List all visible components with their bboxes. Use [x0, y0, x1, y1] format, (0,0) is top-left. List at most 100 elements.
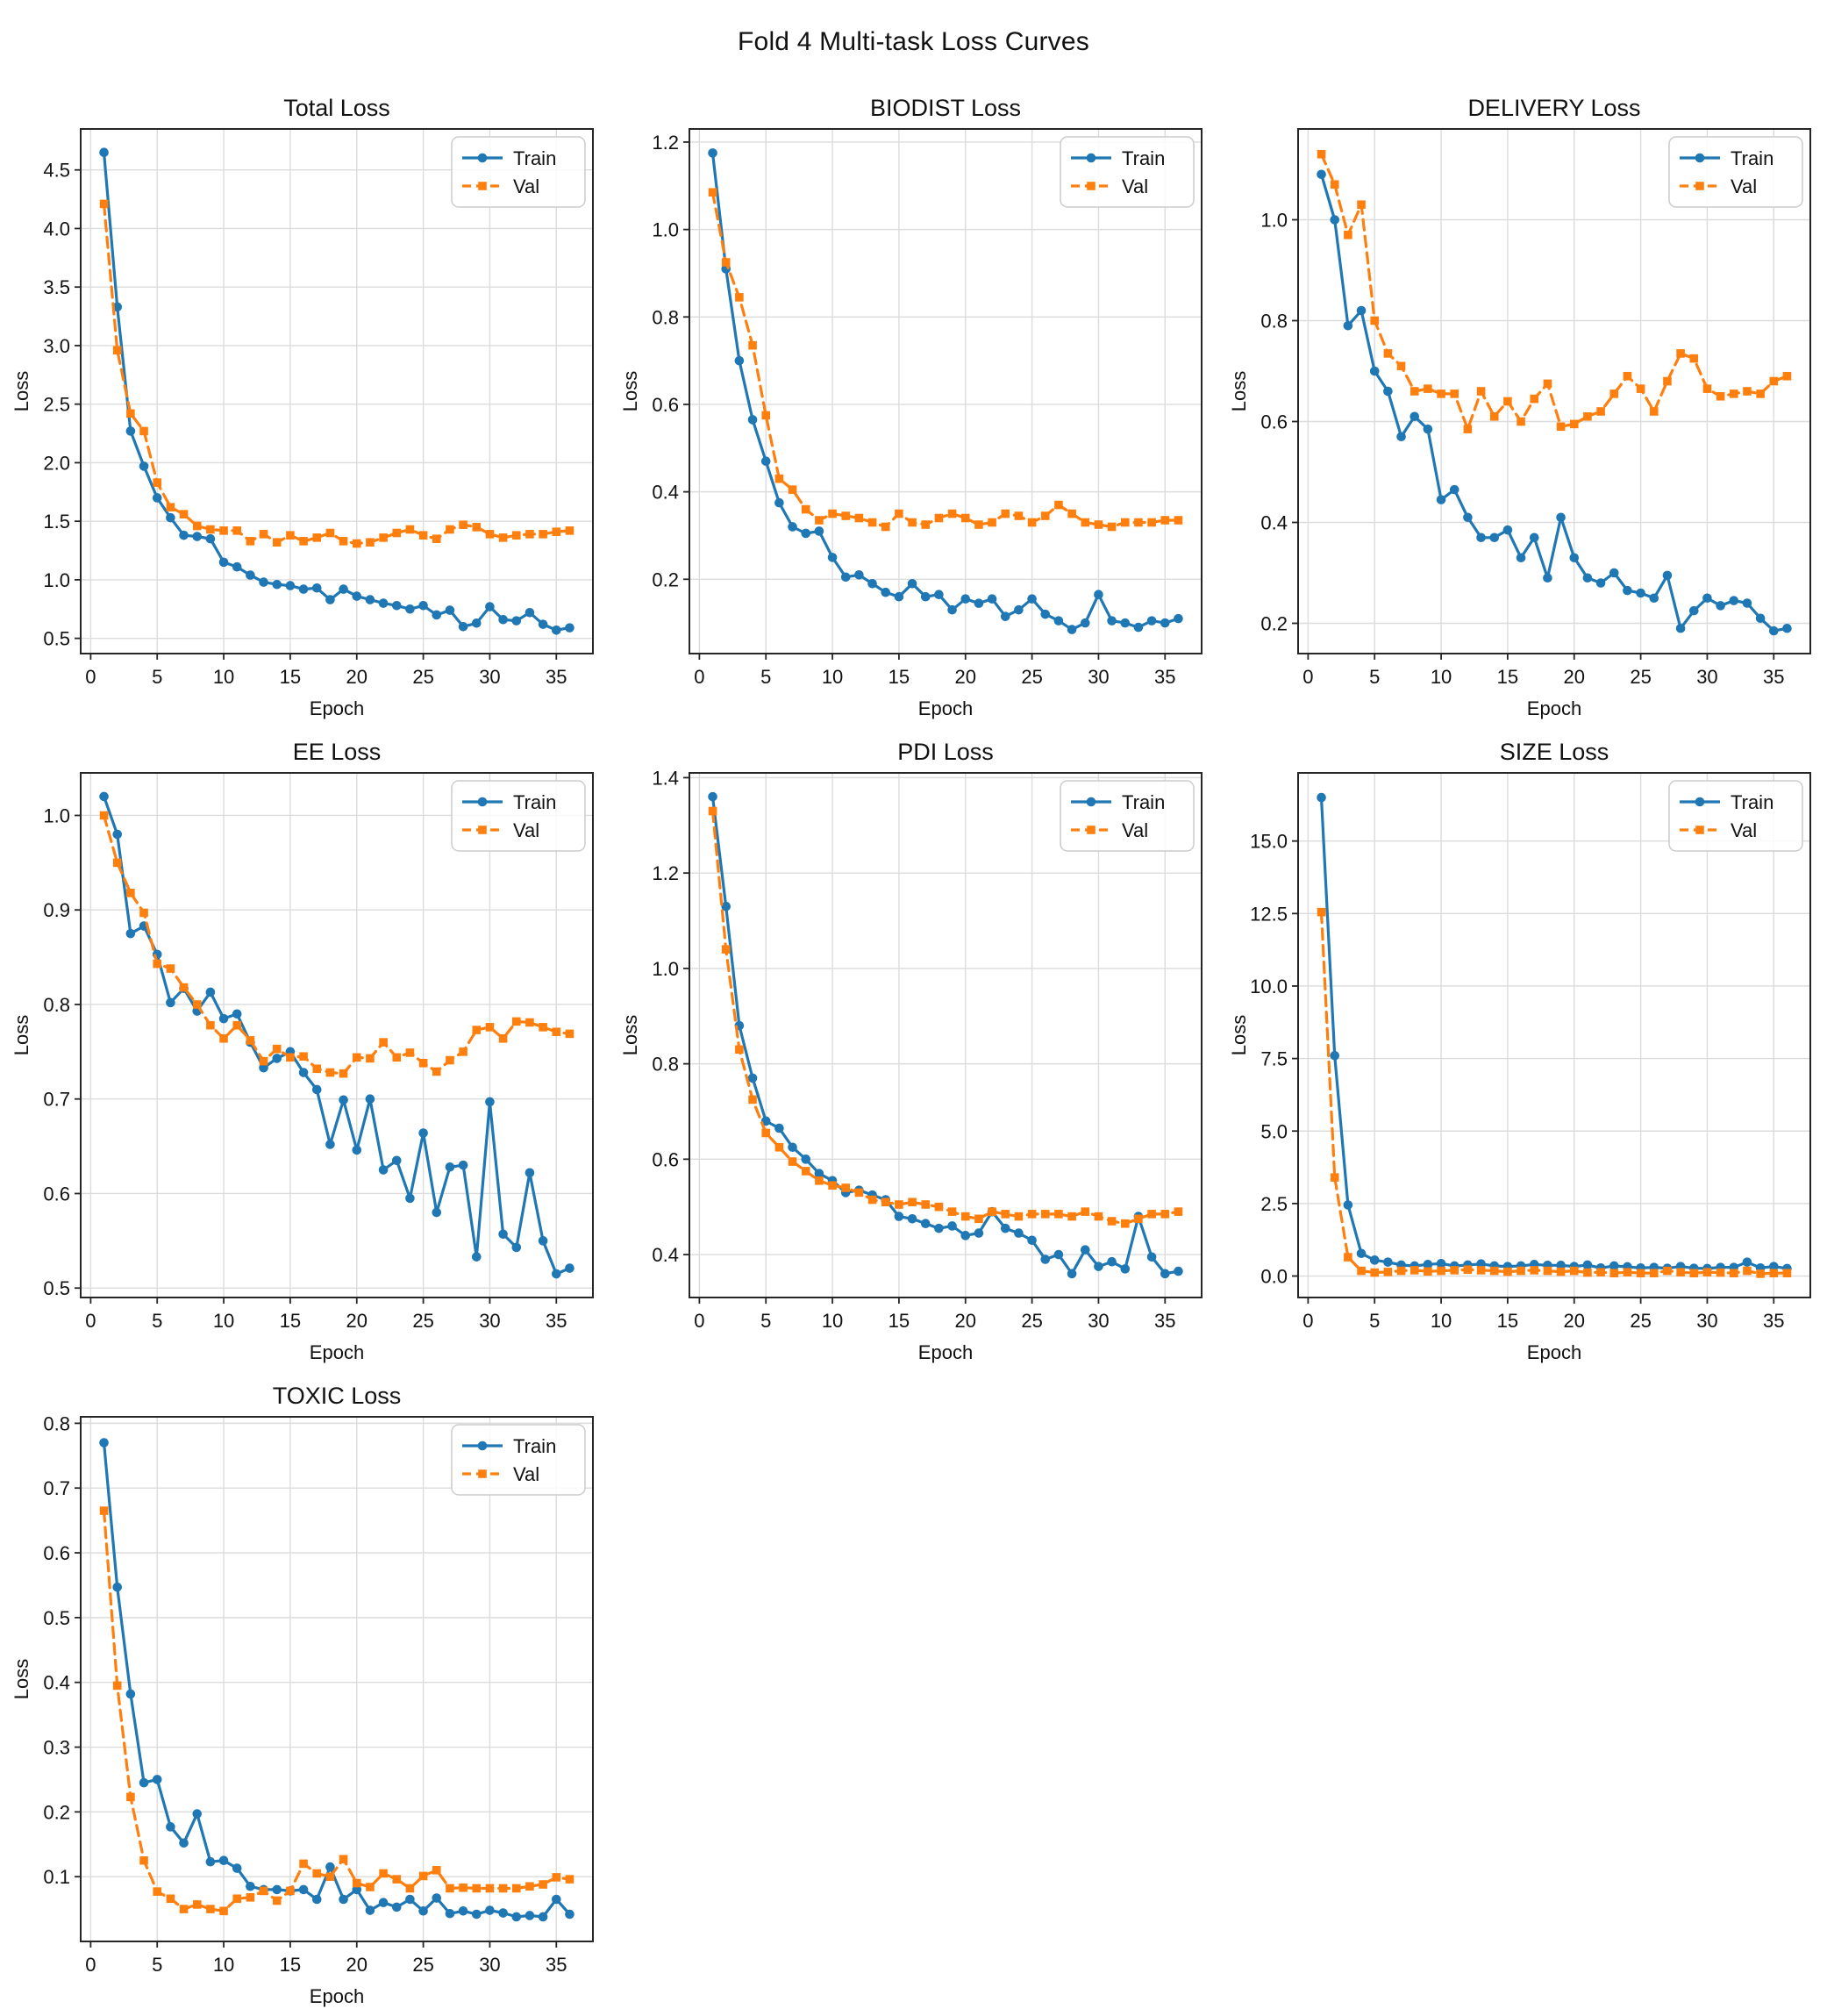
y-tick-label: 0.6: [652, 1148, 679, 1170]
y-tick-label: 0.0: [1260, 1266, 1288, 1288]
y-tick-label: 1.0: [1260, 210, 1288, 232]
y-tick-label: 0.8: [43, 1412, 70, 1434]
y-axis-ticks: 0.5 0.6 0.7 0.8 0.9 1.0: [43, 804, 81, 1299]
y-tick-label: 1.0: [43, 804, 70, 826]
legend-train-marker: [477, 153, 488, 163]
y-tick-label: 0.4: [43, 1672, 70, 1694]
chart-title: SIZE Loss: [1500, 739, 1609, 765]
y-axis-label: Loss: [11, 1659, 32, 1699]
subplot-toxic-loss: 0 5 10 15 20 25 30 35 0.1 0.2 0.3 0.4 0.5 0.6 0.7 0.8 Ep…: [0, 1371, 609, 2015]
y-axis-label: Loss: [619, 1015, 641, 1055]
x-tick-label: 35: [546, 1954, 567, 1976]
grid-lines: [689, 773, 1202, 1298]
x-tick-label: 10: [213, 666, 234, 688]
y-tick-label: 3.0: [43, 335, 70, 357]
legend-val-label: Val: [1122, 175, 1148, 197]
y-tick-label: 12.5: [1250, 903, 1288, 925]
x-tick-label: 35: [1763, 666, 1784, 688]
series-val: [1317, 907, 1792, 1278]
val-markers: [708, 806, 1183, 1228]
x-tick-label: 20: [346, 1310, 368, 1332]
x-tick-label: 0: [85, 1310, 96, 1332]
y-axis-ticks: 0.5 1.0 1.5 2.0 2.5 3.0 3.5 4.0 4.5: [43, 160, 81, 650]
x-axis-ticks: 0 5 10 15 20 25 30 35: [85, 654, 567, 688]
y-tick-label: 1.5: [43, 511, 70, 533]
y-axis-ticks: 0.0 2.5 5.0 7.5 10.0 12.5 15.0: [1250, 831, 1298, 1288]
axes-spines: [1297, 772, 1811, 1298]
x-tick-label: 15: [280, 1310, 301, 1332]
x-tick-label: 25: [1630, 666, 1651, 688]
legend: Train Val: [451, 780, 586, 852]
x-tick-label: 30: [1088, 666, 1109, 688]
legend-train-label: Train: [1731, 791, 1773, 813]
x-tick-label: 30: [479, 1954, 500, 1976]
axes-spines: [80, 128, 594, 654]
x-axis-label: Epoch: [918, 697, 973, 719]
x-tick-label: 5: [152, 666, 162, 688]
y-tick-label: 0.6: [43, 1542, 70, 1564]
legend-val-marker: [1695, 826, 1704, 834]
grid-lines: [81, 129, 593, 654]
x-axis-label: Epoch: [1527, 697, 1581, 719]
legend-val-label: Val: [513, 819, 539, 841]
y-axis-ticks: 0.2 0.4 0.6 0.8 1.0: [1260, 210, 1298, 635]
x-tick-label: 0: [85, 666, 96, 688]
y-tick-label: 0.6: [652, 394, 679, 416]
plot-area: [1298, 773, 1810, 1298]
series-val: [708, 806, 1183, 1228]
x-tick-label: 5: [760, 1310, 771, 1332]
val-markers: [708, 188, 1183, 532]
y-tick-label: 0.5: [43, 628, 70, 650]
legend-val-marker: [478, 182, 487, 190]
y-axis-ticks: 0.4 0.6 0.8 1.0 1.2 1.4: [652, 767, 689, 1266]
chart-toxic-loss: 0 5 10 15 20 25 30 35 0.1 0.2 0.3 0.4 0.5 0.6 0.7 0.8 Ep…: [11, 1383, 594, 2007]
legend-train-label: Train: [1731, 147, 1773, 169]
y-axis-label: Loss: [619, 371, 641, 411]
x-tick-label: 35: [546, 1310, 567, 1332]
series-val: [1317, 149, 1792, 433]
y-axis-ticks: 0.1 0.2 0.3 0.4 0.5 0.6 0.7 0.8: [43, 1412, 81, 1888]
y-tick-label: 0.8: [652, 306, 679, 328]
y-tick-label: 1.4: [652, 767, 679, 789]
x-tick-label: 10: [1431, 1310, 1452, 1332]
legend-train-marker: [1695, 797, 1705, 807]
legend: Train Val: [451, 1424, 586, 1496]
legend-val-marker: [1695, 182, 1704, 190]
subplot-delivery-loss: 0 5 10 15 20 25 30 35 0.2 0.4 0.6 0.8 1.0 Epoch Loss DE…: [1217, 83, 1826, 727]
legend-train-marker: [1695, 153, 1705, 163]
figure-title: Fold 4 Multi-task Loss Curves: [738, 26, 1089, 56]
legend-val-label: Val: [1731, 819, 1757, 841]
x-tick-label: 35: [1154, 666, 1175, 688]
subplot-grid: 0 5 10 15 20 25 30 35 0.5 1.0 1.5 2.0 2.5 3.0 3.5 4.0 4.…: [0, 83, 1827, 2015]
y-tick-label: 15.0: [1250, 831, 1288, 853]
y-tick-label: 0.7: [43, 1477, 70, 1499]
x-tick-label: 30: [1088, 1310, 1109, 1332]
axes-spines: [1297, 128, 1811, 654]
chart-title: DELIVERY Loss: [1467, 95, 1640, 121]
x-tick-label: 10: [822, 1310, 843, 1332]
y-tick-label: 0.3: [43, 1737, 70, 1759]
x-tick-label: 0: [85, 1954, 96, 1976]
legend-train-marker: [477, 1441, 488, 1451]
chart-total-loss: 0 5 10 15 20 25 30 35 0.5 1.0 1.5 2.0 2.5 3.0 3.5 4.0 4.…: [11, 95, 594, 719]
chart-delivery-loss: 0 5 10 15 20 25 30 35 0.2 0.4 0.6 0.8 1.0 Epoch Loss DE…: [1228, 95, 1811, 719]
chart-ee-loss: 0 5 10 15 20 25 30 35 0.5 0.6 0.7 0.8 0.9 1.0 Epoch Los…: [11, 739, 594, 1363]
x-tick-label: 10: [213, 1954, 234, 1976]
x-tick-label: 20: [1564, 1310, 1585, 1332]
x-tick-label: 20: [955, 1310, 976, 1332]
legend: Train Val: [451, 136, 586, 208]
grid-lines: [689, 129, 1202, 654]
x-tick-label: 5: [152, 1954, 162, 1976]
plot-area: [81, 1417, 593, 1941]
y-tick-label: 0.2: [1260, 613, 1288, 635]
y-tick-label: 0.4: [652, 1244, 679, 1266]
val-markers: [99, 811, 575, 1078]
axes-spines: [689, 128, 1203, 654]
axes-spines: [80, 1416, 594, 1942]
x-tick-label: 25: [1021, 666, 1042, 688]
y-tick-label: 0.5: [43, 1607, 70, 1629]
legend-val-label: Val: [1122, 819, 1148, 841]
x-tick-label: 0: [694, 666, 704, 688]
x-tick-label: 0: [1302, 1310, 1313, 1332]
